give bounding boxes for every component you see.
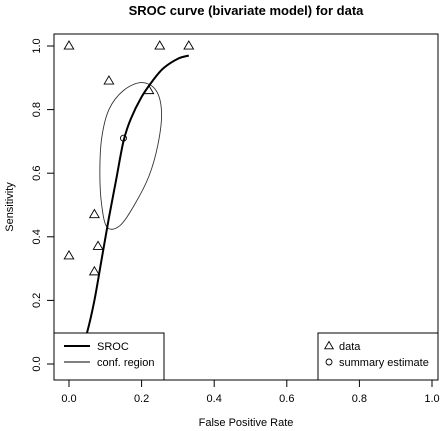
legend-region-label: conf. region	[97, 357, 154, 369]
y-tick-label: 0.0	[31, 356, 43, 371]
legend-box	[317, 332, 439, 381]
x-axis-label: False Positive Rate	[199, 417, 294, 429]
legend-sroc-label: SROC	[97, 341, 129, 353]
y-tick-label: 0.4	[31, 229, 43, 244]
x-tick-label: 0.6	[279, 393, 294, 405]
y-axis: 0.0 0.2 0.4 0.6 0.8 1.0	[31, 38, 55, 372]
legend-data-label: data	[339, 341, 361, 353]
conf-region	[99, 82, 163, 230]
legend-data: data summary estimate	[317, 332, 439, 381]
x-tick-label: 0.4	[207, 393, 222, 405]
data-point	[183, 40, 195, 50]
legend-box	[53, 332, 165, 381]
data-point	[154, 40, 166, 50]
x-tick-label: 0.2	[134, 393, 149, 405]
legend-summary-swatch	[325, 358, 333, 366]
x-tick-label: 1.0	[424, 393, 439, 405]
x-tick-label: 0.8	[352, 393, 367, 405]
data-point	[92, 240, 104, 250]
legend-data-swatch	[323, 340, 335, 350]
sroc-curve	[72, 54, 190, 365]
data-point	[103, 75, 115, 85]
legend-sroc: SROC conf. region	[53, 332, 165, 381]
y-axis-label: Sensitivity	[4, 182, 16, 232]
data-point	[63, 249, 75, 260]
y-tick-label: 0.8	[31, 102, 43, 117]
data-point	[143, 84, 155, 95]
y-tick-label: 0.2	[31, 293, 43, 308]
y-tick-label: 0.6	[31, 166, 43, 181]
chart-title: SROC curve (bivariate model) for data	[129, 3, 365, 18]
plot-area	[63, 40, 195, 365]
x-tick-label: 0.0	[61, 393, 76, 405]
legend-summary-label: summary estimate	[339, 357, 429, 369]
data-point	[88, 208, 100, 219]
summary-estimate-point	[119, 134, 127, 142]
data-point	[88, 265, 100, 276]
x-axis: 0.0 0.2 0.4 0.6 0.8 1.0	[61, 379, 440, 405]
data-point	[63, 40, 75, 50]
y-tick-label: 1.0	[31, 38, 43, 53]
